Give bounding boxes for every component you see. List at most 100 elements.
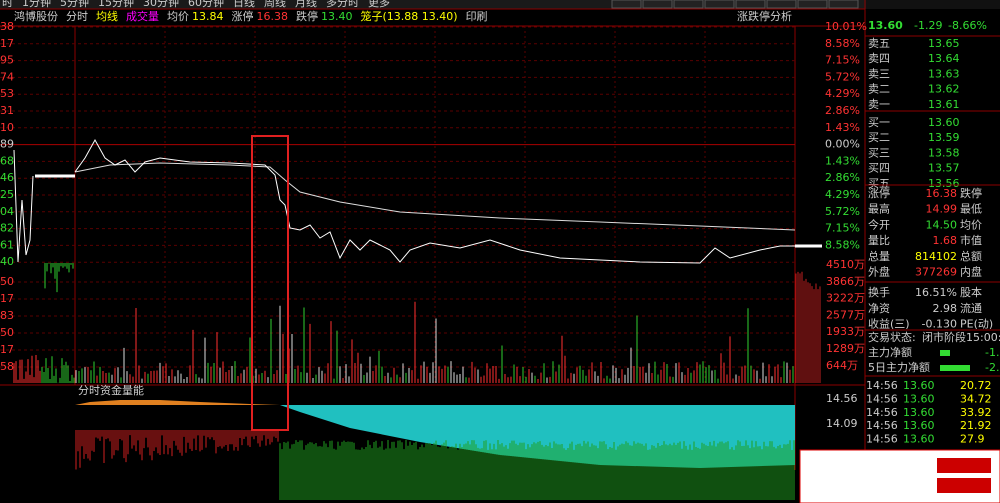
book-price: 13.65 xyxy=(928,37,960,50)
percent-tick-label: 5.72% xyxy=(825,70,860,83)
price-tick-label: 61 xyxy=(0,238,14,251)
highlight-box xyxy=(251,135,289,431)
stat-label: 流通 xyxy=(960,301,982,315)
volume-bars xyxy=(13,263,821,383)
avg-price-line xyxy=(74,162,796,231)
toolbar-button[interactable]: 日线 xyxy=(233,0,255,9)
toolbar-button[interactable]: 60分钟 xyxy=(188,0,224,9)
percent-tick-label: 2.86% xyxy=(825,104,860,117)
book-level: 买三 xyxy=(868,146,890,159)
book-price: 13.56 xyxy=(928,177,960,190)
price-tick-label: 31 xyxy=(0,104,14,117)
book-level: 卖四 xyxy=(868,52,890,65)
book-price: 13.63 xyxy=(928,67,960,80)
quote-header-bg xyxy=(866,0,1000,9)
book-level: 卖五 xyxy=(868,37,890,50)
stat-label: 均价 xyxy=(960,218,982,231)
info-item: 均价 xyxy=(167,10,189,23)
book-level: 买二 xyxy=(868,131,890,144)
stat-label: 总量 xyxy=(868,249,890,263)
book-level: 卖三 xyxy=(868,67,890,80)
status-time: 15:00:0 xyxy=(966,331,1000,344)
flow-bar xyxy=(940,350,950,356)
auction-line xyxy=(13,149,34,263)
trade-volume: 34.72 xyxy=(960,392,992,405)
fund-tick-label: 14.56 xyxy=(826,392,858,405)
fund-panel xyxy=(75,400,795,500)
stat-label: 最高 xyxy=(868,202,890,216)
volume-tick-label: 17 xyxy=(0,343,14,356)
info-item: 16.38 xyxy=(257,10,289,23)
watermark-bg xyxy=(799,449,1000,503)
book-price: 13.57 xyxy=(928,162,960,175)
book-level: 买五 xyxy=(868,177,890,190)
toolbar-button[interactable]: 更多 xyxy=(368,0,390,9)
trade-price: 13.60 xyxy=(903,419,935,432)
toolbar-frame xyxy=(797,0,828,9)
toolbar-button[interactable]: 5分钟 xyxy=(60,0,89,9)
toolbar-button[interactable]: 周线 xyxy=(264,0,286,9)
stat-label: 市值 xyxy=(960,233,982,247)
stat-label: 换手 xyxy=(868,285,890,299)
book-price: 13.59 xyxy=(928,131,960,144)
percent-tick-label: 4.29% xyxy=(825,87,860,100)
percent-tick-label: 2.86% xyxy=(825,171,860,184)
trade-price: 13.60 xyxy=(903,433,935,446)
stat-value: 16.51% xyxy=(915,286,957,299)
toolbar-button[interactable]: 15分钟 xyxy=(98,0,134,9)
percent-tick-label: 5.72% xyxy=(825,205,860,218)
price-change: -1.29 xyxy=(914,19,942,32)
analysis-button[interactable]: 涨跌停分析 xyxy=(737,9,792,23)
toolbar-button[interactable]: 时 xyxy=(2,0,13,9)
info-item: 成交量 xyxy=(126,9,159,23)
stat-label: 今开 xyxy=(868,217,890,231)
book-price: 13.58 xyxy=(928,146,960,159)
toolbar-frame xyxy=(828,0,859,9)
stat-label: 收益(三) xyxy=(868,317,910,331)
toolbar-frame xyxy=(611,0,642,9)
stat-value: 814102 xyxy=(915,250,957,263)
volume-tick-label: 1933万 xyxy=(826,325,865,338)
trade-volume: 33.92 xyxy=(960,406,992,419)
trade-price: 13.60 xyxy=(903,392,935,405)
percent-tick-label: 8.58% xyxy=(825,37,860,50)
toolbar-button[interactable]: 30分钟 xyxy=(143,0,179,9)
volume-tick-label: 3222万 xyxy=(826,292,865,305)
info-item: 跌停 xyxy=(296,9,318,23)
toolbar-button[interactable]: 1分钟 xyxy=(22,0,51,9)
price-tick-label: 95 xyxy=(0,54,14,67)
toolbar-button[interactable]: 多分时 xyxy=(326,0,359,9)
grid xyxy=(0,26,795,385)
stat-value: 14.50 xyxy=(926,218,958,231)
trade-volume: 21.92 xyxy=(960,419,992,432)
price-tick-label: 04 xyxy=(0,205,14,218)
volume-tick-label: 4510万 xyxy=(826,258,865,271)
percent-tick-label: 8.58% xyxy=(825,238,860,251)
stat-label: 跌停 xyxy=(960,186,982,200)
trade-volume: 27.9 xyxy=(960,433,985,446)
price-tick-label: 40 xyxy=(0,255,14,268)
stat-label: 最低 xyxy=(960,203,982,216)
toolbar-frame xyxy=(642,0,673,9)
book-level: 卖一 xyxy=(868,98,890,111)
percent-tick-label: 7.15% xyxy=(825,222,860,235)
price-tick-label: 17 xyxy=(0,37,14,50)
stat-value: 16.38 xyxy=(926,187,958,200)
stat-label: 涨停 xyxy=(868,186,890,200)
status-label: 交易状态: xyxy=(868,330,916,344)
volume-tick-label: 50 xyxy=(0,326,14,339)
toolbar-button[interactable]: 月线 xyxy=(295,0,317,9)
percent-tick-label: 0.00% xyxy=(825,138,860,151)
volume-tick-label: 644万 xyxy=(826,359,858,372)
trade-time: 14:56 xyxy=(866,419,898,432)
book-level: 买一 xyxy=(868,116,890,129)
trade-time: 14:56 xyxy=(866,392,898,405)
flow-label: 5日主力净额 xyxy=(868,360,930,374)
toolbar-frame xyxy=(673,0,704,9)
flow-label: 主力净额 xyxy=(868,345,912,359)
book-level: 卖二 xyxy=(868,83,890,96)
volume-tick-label: 83 xyxy=(0,309,14,322)
book-price: 13.64 xyxy=(928,52,960,65)
info-item: 13.84 xyxy=(192,10,224,23)
